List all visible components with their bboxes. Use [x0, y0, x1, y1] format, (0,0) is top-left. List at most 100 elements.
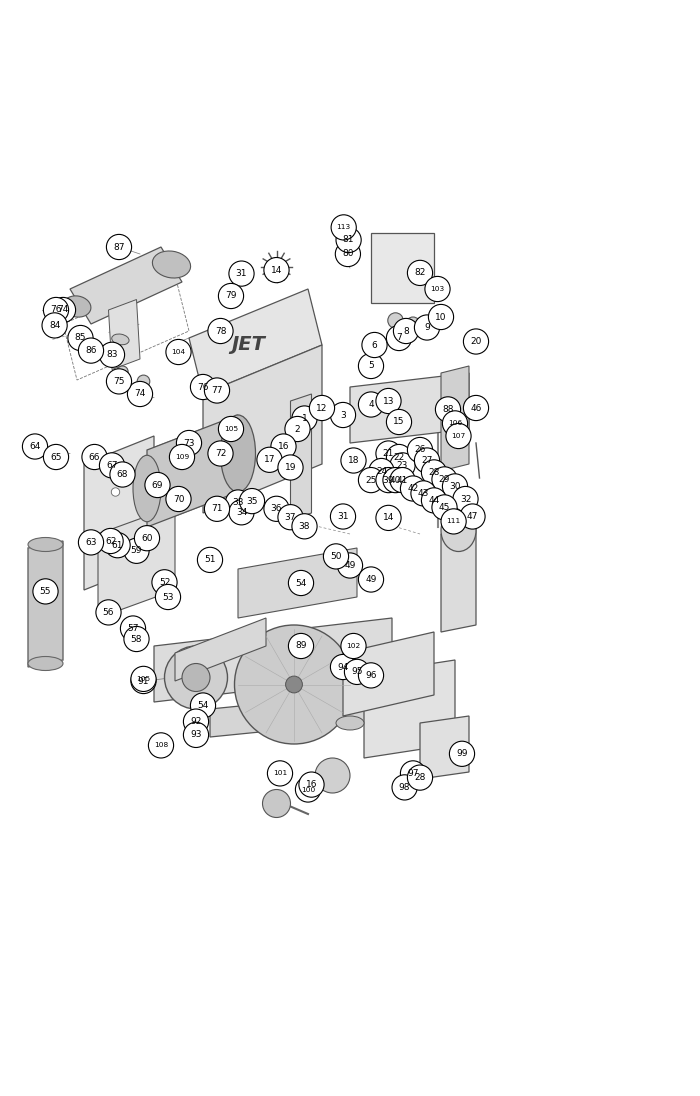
- Text: 94: 94: [337, 662, 349, 672]
- Circle shape: [358, 353, 384, 378]
- Text: 83: 83: [106, 351, 118, 359]
- Text: 77: 77: [211, 386, 223, 395]
- Circle shape: [330, 654, 356, 680]
- Circle shape: [68, 326, 93, 351]
- Circle shape: [78, 338, 104, 363]
- Circle shape: [330, 402, 356, 427]
- Circle shape: [218, 416, 244, 442]
- Text: 59: 59: [131, 546, 142, 556]
- Text: 13: 13: [383, 397, 394, 406]
- Text: 82: 82: [414, 269, 426, 277]
- Circle shape: [432, 467, 457, 492]
- Text: 79: 79: [225, 292, 237, 300]
- Polygon shape: [189, 289, 322, 393]
- Circle shape: [336, 227, 361, 252]
- Circle shape: [442, 473, 468, 499]
- Text: 84: 84: [49, 321, 60, 330]
- Text: 10: 10: [435, 312, 447, 321]
- Text: 32: 32: [460, 494, 471, 503]
- Circle shape: [446, 423, 471, 448]
- Text: 109: 109: [175, 454, 189, 460]
- Circle shape: [229, 261, 254, 286]
- Circle shape: [400, 761, 426, 786]
- Circle shape: [400, 476, 426, 501]
- Text: 24: 24: [376, 467, 387, 476]
- Circle shape: [218, 284, 244, 309]
- Polygon shape: [441, 366, 469, 471]
- Text: 18: 18: [348, 456, 359, 465]
- Text: 87: 87: [113, 242, 125, 251]
- Circle shape: [376, 505, 401, 530]
- Ellipse shape: [388, 312, 403, 328]
- Text: 22: 22: [393, 453, 405, 461]
- Circle shape: [124, 627, 149, 652]
- Text: 113: 113: [337, 225, 351, 230]
- Circle shape: [134, 526, 160, 551]
- Text: 88: 88: [442, 404, 454, 414]
- Text: 98: 98: [399, 783, 410, 792]
- Text: 80: 80: [342, 250, 354, 259]
- Circle shape: [386, 444, 412, 469]
- Polygon shape: [290, 393, 312, 520]
- Ellipse shape: [220, 415, 256, 492]
- Ellipse shape: [195, 376, 211, 391]
- Circle shape: [453, 487, 478, 512]
- Circle shape: [435, 397, 461, 422]
- Circle shape: [106, 235, 132, 260]
- Text: 104: 104: [172, 349, 186, 355]
- Text: 20: 20: [470, 336, 482, 346]
- Text: 41: 41: [397, 476, 408, 484]
- Circle shape: [315, 758, 350, 794]
- Text: 56: 56: [103, 608, 114, 617]
- Text: 2: 2: [295, 424, 300, 434]
- Circle shape: [120, 616, 146, 641]
- Text: 17: 17: [264, 455, 275, 465]
- Ellipse shape: [153, 251, 190, 278]
- Circle shape: [78, 529, 104, 555]
- Text: 25: 25: [365, 476, 377, 484]
- Circle shape: [190, 375, 216, 400]
- Circle shape: [442, 411, 468, 436]
- Polygon shape: [203, 345, 322, 513]
- Text: 14: 14: [383, 513, 394, 523]
- Text: 89: 89: [295, 641, 307, 651]
- Circle shape: [411, 481, 436, 506]
- Text: 105: 105: [136, 676, 150, 682]
- Text: 42: 42: [407, 484, 419, 493]
- Circle shape: [390, 453, 415, 478]
- Circle shape: [323, 544, 349, 569]
- Circle shape: [288, 570, 314, 595]
- Text: 93: 93: [190, 730, 202, 740]
- Circle shape: [166, 487, 191, 512]
- Circle shape: [278, 455, 303, 480]
- Text: 78: 78: [215, 327, 226, 335]
- Circle shape: [407, 260, 433, 285]
- Circle shape: [414, 315, 440, 340]
- Text: 96: 96: [365, 671, 377, 680]
- Circle shape: [225, 490, 251, 515]
- Text: 92: 92: [190, 717, 202, 727]
- Text: 69: 69: [152, 480, 163, 490]
- Circle shape: [463, 396, 489, 421]
- Circle shape: [183, 709, 209, 734]
- Text: 108: 108: [154, 742, 168, 749]
- Text: 27: 27: [421, 456, 433, 465]
- Text: 58: 58: [131, 635, 142, 643]
- Text: 45: 45: [439, 503, 450, 512]
- Text: 40: 40: [390, 476, 401, 484]
- Circle shape: [428, 305, 454, 330]
- Circle shape: [449, 741, 475, 766]
- Circle shape: [376, 441, 401, 466]
- Circle shape: [362, 332, 387, 357]
- Circle shape: [148, 733, 174, 758]
- Circle shape: [285, 416, 310, 442]
- Text: 50: 50: [330, 552, 342, 561]
- Polygon shape: [147, 415, 238, 527]
- Circle shape: [392, 775, 417, 800]
- Text: 12: 12: [316, 403, 328, 412]
- Text: 46: 46: [470, 403, 482, 412]
- Circle shape: [407, 765, 433, 790]
- Circle shape: [421, 488, 447, 513]
- Text: 95: 95: [351, 667, 363, 676]
- Text: 31: 31: [337, 512, 349, 521]
